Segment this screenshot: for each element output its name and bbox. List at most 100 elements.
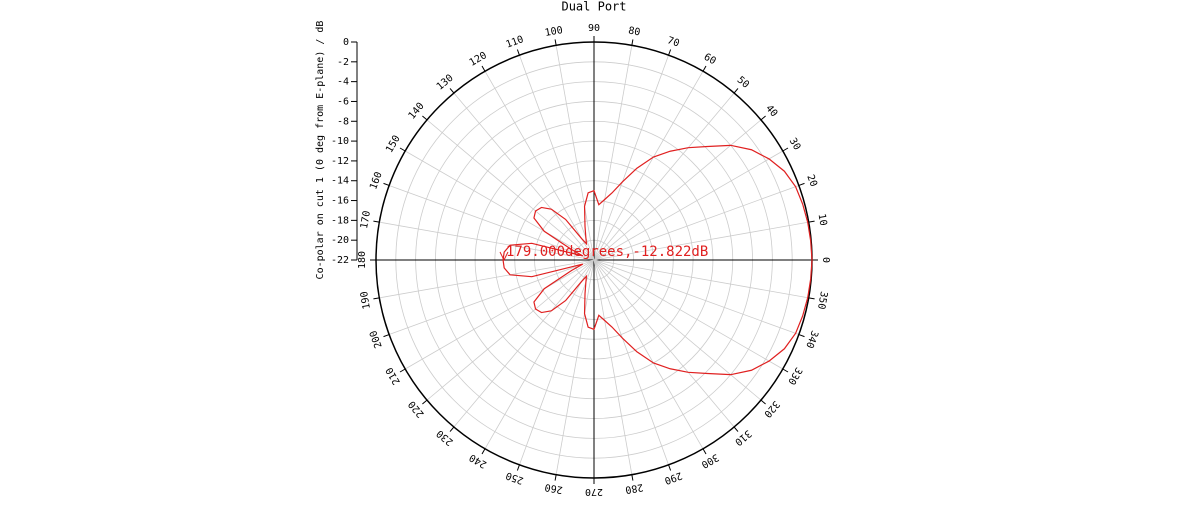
angle-tick-label: 210 — [384, 365, 403, 386]
angle-tick — [631, 474, 634, 481]
grid-spoke — [453, 259, 595, 428]
angle-tick — [631, 39, 634, 46]
angle-tick-label: 270 — [585, 486, 603, 497]
grid-spoke — [593, 259, 799, 335]
angle-tick-label: 240 — [468, 451, 489, 470]
angle-tick-label: 350 — [815, 290, 829, 310]
angle-tick-label: 320 — [761, 398, 781, 419]
r-tick-label: -6 — [337, 96, 349, 107]
grid-spoke — [555, 259, 595, 475]
angle-tick — [668, 49, 672, 56]
angle-tick-label: 110 — [504, 34, 525, 51]
angle-tick — [422, 115, 428, 121]
angle-tick-label: 60 — [702, 52, 718, 68]
grid-spoke — [555, 45, 595, 261]
angle-tick — [449, 88, 455, 94]
grid-spoke — [593, 259, 809, 299]
angle-tick — [798, 182, 805, 186]
angle-tick-label: 20 — [804, 173, 818, 188]
angle-tick — [383, 334, 390, 338]
angle-tick-label: 220 — [407, 398, 427, 419]
grid-spoke — [484, 259, 595, 449]
angle-tick-label: 130 — [435, 73, 456, 93]
angle-tick — [782, 147, 789, 152]
angle-tick-label: 90 — [588, 23, 600, 34]
angle-tick-label: 80 — [627, 26, 641, 39]
pattern-line — [502, 144, 813, 376]
grid-spoke — [593, 259, 783, 370]
angle-tick-label: 280 — [624, 481, 644, 495]
angle-tick — [373, 297, 380, 300]
angle-tick — [516, 49, 520, 56]
r-tick-label: -8 — [337, 116, 349, 127]
grid-spoke — [519, 55, 595, 261]
grid-spoke — [484, 71, 595, 261]
angle-tick-label: 10 — [816, 213, 829, 227]
angle-tick — [702, 448, 707, 455]
r-tick-label: -22 — [331, 255, 349, 266]
grid-spoke — [593, 259, 633, 475]
grid-spoke — [389, 259, 595, 335]
angle-tick-label: 170 — [359, 210, 373, 230]
angle-tick — [399, 147, 406, 152]
grid-spoke — [379, 221, 595, 261]
angle-tick — [760, 115, 766, 121]
r-tick-label: -14 — [331, 176, 349, 187]
angle-tick — [422, 399, 428, 405]
angle-tick-label: 200 — [368, 329, 385, 350]
angle-tick — [798, 334, 805, 338]
angle-tick — [554, 474, 557, 481]
angle-tick-label: 250 — [504, 469, 525, 486]
r-tick-label: -4 — [337, 77, 349, 88]
angle-tick-label: 30 — [787, 136, 803, 152]
grid-spoke — [389, 185, 595, 261]
r-tick-label: -20 — [331, 235, 349, 246]
grid-spoke — [405, 150, 595, 261]
r-tick-label: -12 — [331, 156, 349, 167]
grid-spoke — [426, 119, 595, 261]
angle-tick-label: 290 — [663, 469, 684, 486]
r-tick-label: -16 — [331, 196, 349, 207]
grid-spoke — [593, 259, 762, 401]
angle-tick — [449, 426, 455, 432]
angle-tick — [399, 368, 406, 373]
angle-tick-label: 330 — [785, 365, 804, 386]
chart-title: Dual Port — [561, 0, 626, 14]
angle-tick-label: 310 — [732, 427, 753, 447]
angle-tick-label: 40 — [763, 103, 779, 119]
angle-tick-label: 260 — [544, 481, 564, 495]
grid-spoke — [593, 259, 735, 428]
grid-spoke — [593, 71, 704, 261]
angle-tick — [733, 88, 739, 94]
angle-tick — [782, 368, 789, 373]
angle-tick-label: 300 — [699, 451, 720, 470]
grid-spoke — [379, 259, 595, 299]
angle-tick-label: 50 — [735, 75, 751, 91]
angle-tick — [760, 399, 766, 405]
angle-tick — [702, 65, 707, 72]
r-tick-label: -2 — [337, 57, 349, 68]
grid-spoke — [593, 221, 809, 261]
r-tick-label: 0 — [343, 37, 349, 48]
angle-tick-label: 340 — [803, 329, 820, 350]
grid-spoke — [593, 150, 783, 261]
angle-tick-label: 180 — [357, 251, 368, 269]
r-axis-label: Co-polar on cut 1 (0 deg from E-plane) /… — [315, 21, 326, 280]
grid-spoke — [405, 259, 595, 370]
grid-spoke — [593, 55, 669, 261]
angle-tick-label: 150 — [384, 134, 403, 155]
grid-spoke — [593, 45, 633, 261]
angle-tick — [554, 39, 557, 46]
grid-spoke — [593, 259, 704, 449]
angle-tick-label: 100 — [544, 25, 564, 39]
angle-tick-label: 160 — [368, 170, 385, 191]
angle-tick — [516, 464, 520, 471]
angle-tick — [383, 182, 390, 186]
grid-spoke — [519, 259, 595, 465]
angle-tick — [481, 448, 486, 455]
grid-spoke — [593, 119, 762, 261]
angle-tick — [668, 464, 672, 471]
angle-tick-label: 70 — [666, 35, 681, 49]
angle-tick-label: 140 — [407, 101, 427, 122]
